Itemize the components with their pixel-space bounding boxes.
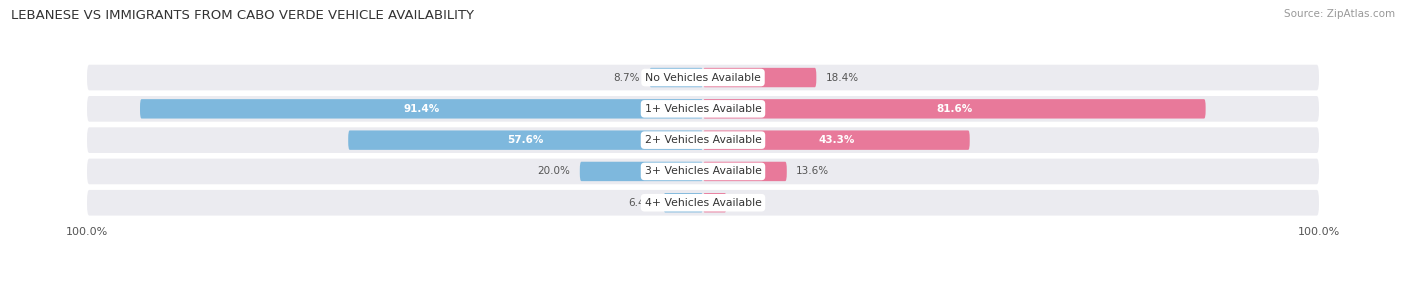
FancyBboxPatch shape	[349, 130, 703, 150]
FancyBboxPatch shape	[703, 68, 817, 87]
Text: 4+ Vehicles Available: 4+ Vehicles Available	[644, 198, 762, 208]
Text: 3.8%: 3.8%	[735, 198, 762, 208]
FancyBboxPatch shape	[87, 65, 1319, 90]
FancyBboxPatch shape	[579, 162, 703, 181]
Text: 8.7%: 8.7%	[613, 73, 640, 83]
Text: 57.6%: 57.6%	[508, 135, 544, 145]
FancyBboxPatch shape	[87, 127, 1319, 153]
Text: 20.0%: 20.0%	[537, 166, 571, 176]
Text: LEBANESE VS IMMIGRANTS FROM CABO VERDE VEHICLE AVAILABILITY: LEBANESE VS IMMIGRANTS FROM CABO VERDE V…	[11, 9, 474, 21]
Text: Source: ZipAtlas.com: Source: ZipAtlas.com	[1284, 9, 1395, 19]
FancyBboxPatch shape	[650, 68, 703, 87]
Legend: Lebanese, Immigrants from Cabo Verde: Lebanese, Immigrants from Cabo Verde	[564, 281, 842, 286]
FancyBboxPatch shape	[87, 159, 1319, 184]
FancyBboxPatch shape	[703, 162, 787, 181]
Text: 3+ Vehicles Available: 3+ Vehicles Available	[644, 166, 762, 176]
Text: No Vehicles Available: No Vehicles Available	[645, 73, 761, 83]
Text: 91.4%: 91.4%	[404, 104, 440, 114]
FancyBboxPatch shape	[87, 190, 1319, 216]
Text: 1+ Vehicles Available: 1+ Vehicles Available	[644, 104, 762, 114]
FancyBboxPatch shape	[87, 96, 1319, 122]
Text: 13.6%: 13.6%	[796, 166, 830, 176]
Text: 18.4%: 18.4%	[825, 73, 859, 83]
Text: 81.6%: 81.6%	[936, 104, 973, 114]
FancyBboxPatch shape	[703, 99, 1205, 118]
Text: 43.3%: 43.3%	[818, 135, 855, 145]
FancyBboxPatch shape	[664, 193, 703, 212]
Text: 6.4%: 6.4%	[628, 198, 654, 208]
FancyBboxPatch shape	[703, 193, 727, 212]
FancyBboxPatch shape	[141, 99, 703, 118]
FancyBboxPatch shape	[703, 130, 970, 150]
Text: 2+ Vehicles Available: 2+ Vehicles Available	[644, 135, 762, 145]
